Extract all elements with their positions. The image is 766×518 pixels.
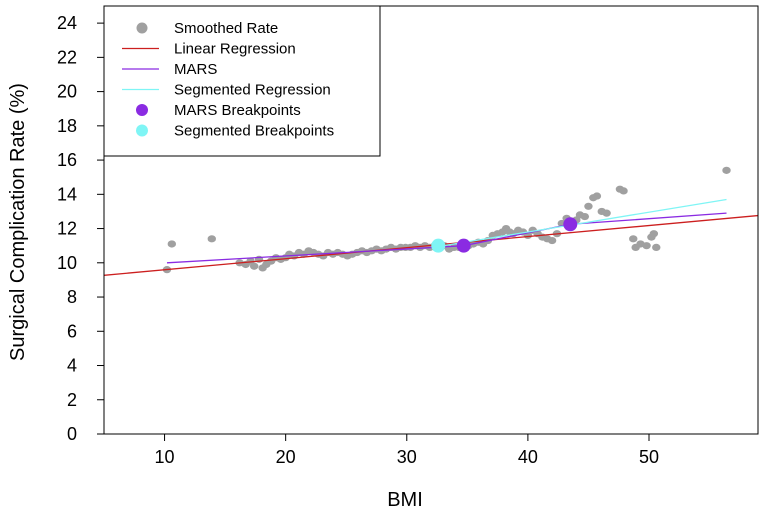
legend-box [103, 5, 381, 157]
smoothed-rate-point [547, 236, 557, 245]
linear-regression-line [104, 214, 758, 276]
y-axis-title: Surgical Complication Rate (%) [7, 83, 29, 361]
smoothed-rate-point [249, 262, 259, 270]
x-tick-label: 10 [155, 447, 175, 467]
y-tick-label: 4 [67, 356, 77, 376]
y-tick-label: 22 [57, 47, 77, 67]
y-tick-label: 16 [57, 150, 77, 170]
y-tick-label: 0 [67, 424, 77, 444]
smoothed-rate-point [642, 242, 651, 250]
y-tick-label: 10 [57, 253, 77, 273]
smoothed-rate-point [592, 192, 602, 200]
plot-frame [103, 5, 759, 435]
segmented-breakpoint-point [431, 238, 446, 253]
x-tick-label: 50 [639, 447, 659, 467]
mars-breakpoint-point [456, 238, 471, 253]
y-tick-label: 14 [57, 184, 77, 204]
y-tick-label: 2 [67, 390, 77, 410]
legend-linear-regression-label: Linear Regression [174, 41, 296, 58]
x-tick-label: 40 [518, 447, 538, 467]
smoothed-rate-point [207, 235, 216, 243]
x-tick-label: 20 [276, 447, 296, 467]
smoothed-rate-point [602, 209, 611, 217]
smoothed-rate-point [167, 240, 177, 248]
mars-breakpoint-point [563, 217, 578, 232]
breakpoint-layer [431, 217, 578, 253]
y-tick-label: 12 [57, 219, 77, 239]
legend-mars-label: MARS [174, 61, 217, 78]
x-tick-label: 30 [397, 447, 417, 467]
x-axis: 10 20 30 40 50 [155, 434, 659, 467]
smoothed-rate-point [722, 166, 731, 174]
smoothed-rate-point [629, 235, 638, 243]
mars-line [166, 212, 727, 264]
series-layer [104, 166, 758, 276]
y-tick-label: 24 [57, 13, 77, 33]
smoothed-rate-point [649, 230, 659, 238]
legend-smoothed-rate-label: Smoothed Rate [174, 20, 278, 37]
smoothed-rate-point [619, 187, 628, 195]
legend-segmented-breakpoints-label: Segmented Breakpoints [174, 123, 334, 140]
y-tick-label: 8 [67, 287, 77, 307]
smoothed-rate-point [652, 243, 661, 251]
smoothed-rate-point [580, 212, 590, 221]
x-axis-title: BMI [387, 489, 423, 511]
y-tick-label: 6 [67, 321, 77, 341]
legend-mars-breakpoints-label: MARS Breakpoints [174, 102, 301, 119]
legend: Smoothed Rate Linear Regression MARS Segmen… [103, 5, 381, 157]
smoothed-rate-point [584, 202, 593, 210]
y-tick-label: 20 [57, 82, 77, 102]
y-tick-label: 18 [57, 116, 77, 136]
legend-mars-breakpoints-swatch [136, 104, 148, 116]
legend-segmented-regression-label: Segmented Regression [174, 82, 331, 99]
legend-smoothed-rate-swatch [136, 22, 148, 34]
legend-segmented-breakpoints-swatch [136, 124, 148, 137]
